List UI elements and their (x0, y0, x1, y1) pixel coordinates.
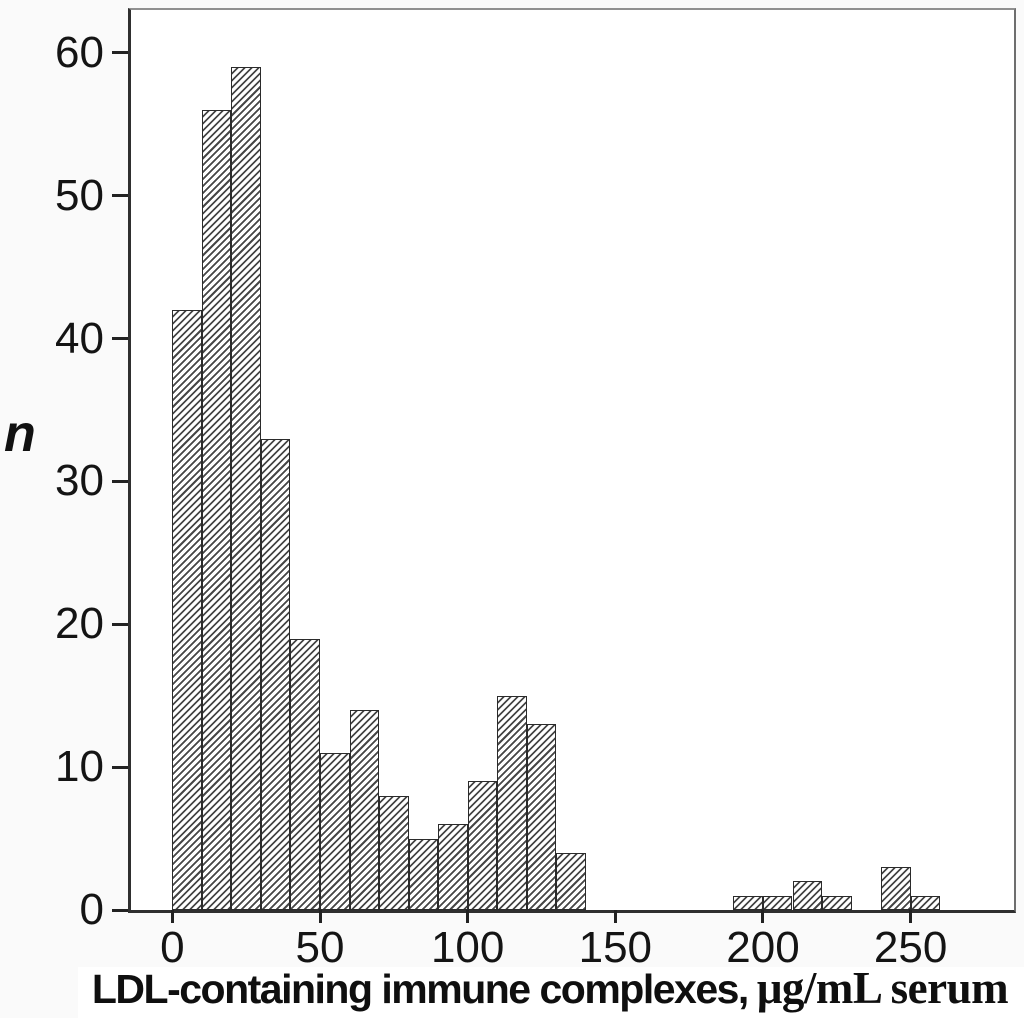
x-axis-title-background (78, 967, 1024, 1018)
histogram-bar (910, 895, 941, 910)
histogram-bar (556, 852, 586, 910)
histogram-bar (290, 638, 320, 910)
y-axis-tick-label: 50 (55, 170, 104, 220)
y-axis-tick (112, 194, 128, 198)
histogram-bar (260, 438, 291, 910)
histogram-bar (379, 795, 409, 910)
x-axis-tick (613, 910, 617, 923)
x-axis-tick (318, 910, 322, 923)
histogram-bar (172, 310, 202, 910)
x-axis-title-main: LDL-containing immune complexes, (91, 966, 749, 1012)
x-axis-tick (909, 910, 913, 923)
histogram-bar (408, 838, 439, 910)
y-axis-tick (112, 622, 128, 626)
y-axis-tick (112, 908, 128, 912)
x-axis-tick (170, 910, 174, 923)
y-axis-tick-label: 0 (79, 885, 104, 934)
y-axis-title: n (4, 405, 36, 463)
x-axis-tick-label: 50 (295, 923, 345, 972)
histogram-bar (349, 710, 380, 910)
histogram-bar (231, 67, 261, 910)
y-axis-tick-label: 20 (55, 599, 104, 649)
x-axis-tick-label: 100 (430, 923, 505, 972)
y-axis-tick-label: 10 (55, 742, 104, 792)
x-axis-tick-label: 250 (873, 923, 948, 972)
histogram-bar (320, 752, 350, 910)
x-axis-title-units: μg/mL serum (756, 963, 1009, 1013)
histogram-bar (762, 895, 793, 910)
histogram-bar (497, 695, 527, 910)
y-axis-tick (112, 51, 128, 55)
histogram-bar (792, 881, 823, 910)
histogram-bar (881, 867, 911, 910)
histogram-bar (467, 781, 498, 910)
y-axis-tick (112, 479, 128, 483)
x-axis-tick (466, 910, 470, 923)
y-axis-tick (112, 765, 128, 769)
y-axis-tick-label: 40 (55, 313, 104, 363)
y-axis-tick-label: 30 (55, 456, 104, 506)
histogram-bar (822, 895, 852, 910)
y-axis-tick-label: 60 (55, 27, 104, 77)
x-axis-tick (761, 910, 765, 923)
x-axis-tick-label: 200 (726, 923, 800, 972)
histogram-bar (201, 110, 232, 910)
x-axis-title: LDL-containing immune complexes, μg/mL se… (80, 962, 1020, 1018)
histogram-bar (733, 895, 763, 910)
x-axis-tick-label: 0 (160, 923, 185, 972)
histogram-bar (526, 724, 557, 910)
plot-area: 0 10 20 30 40 50 60 0 50 100 150 200 250 (55, 8, 1016, 972)
histogram-bar (438, 824, 468, 910)
x-axis-tick-label: 150 (578, 923, 653, 972)
y-axis-tick (112, 337, 128, 341)
